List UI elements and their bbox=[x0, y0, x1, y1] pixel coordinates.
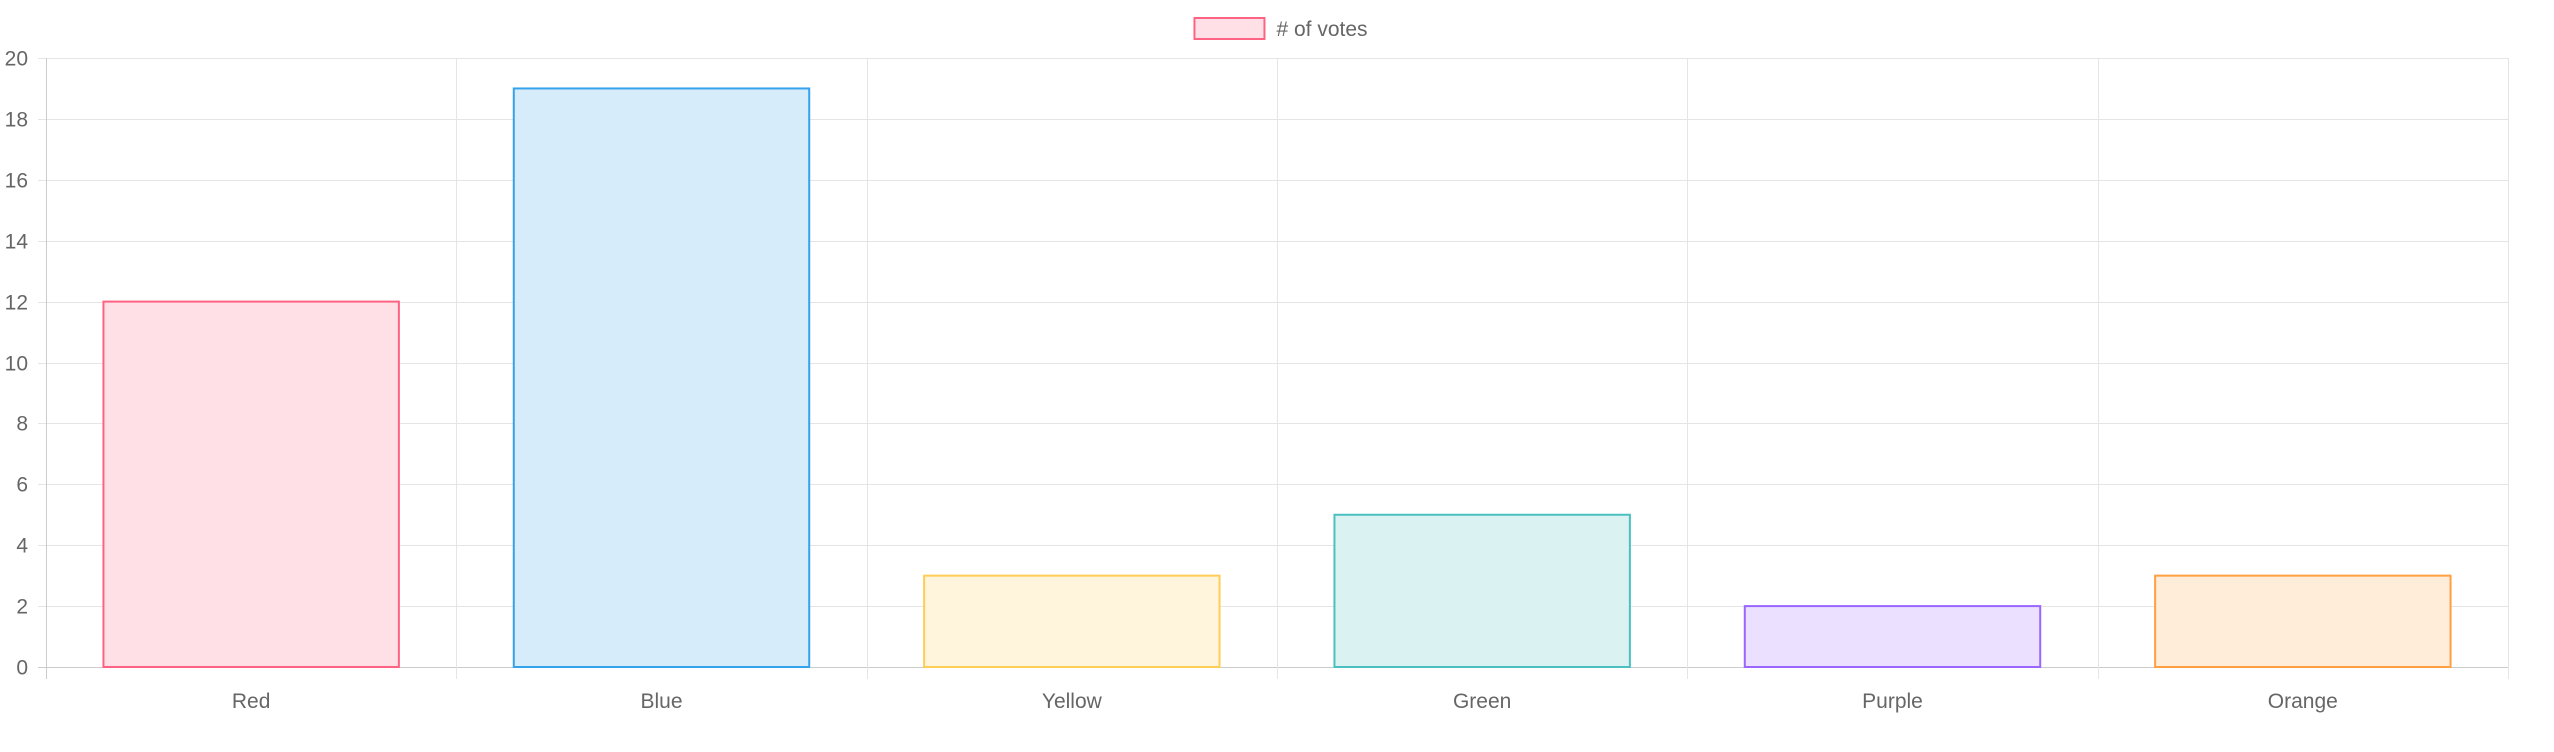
y-tick-label: 6 bbox=[16, 474, 28, 497]
y-tick-label: 14 bbox=[5, 231, 29, 254]
y-tick-label: 12 bbox=[5, 292, 28, 315]
y-tick-label: 4 bbox=[16, 535, 28, 558]
x-tick-label: Green bbox=[1453, 690, 1511, 713]
bars bbox=[102, 87, 2452, 669]
bar-red[interactable] bbox=[102, 300, 400, 668]
x-tick-label: Purple bbox=[1862, 690, 1923, 713]
y-tick-label: 10 bbox=[5, 353, 28, 376]
y-tick-label: 8 bbox=[16, 413, 28, 436]
bar-orange[interactable] bbox=[2154, 574, 2452, 669]
axes: 0 2 4 6 8 10 12 14 16 18 20 Red Blue Yellow Green Purpl… bbox=[5, 48, 2338, 714]
legend-swatch[interactable] bbox=[1193, 17, 1266, 40]
x-tick-label: Blue bbox=[640, 690, 682, 713]
bar-purple[interactable] bbox=[1743, 605, 2042, 668]
grid-lines bbox=[38, 58, 2509, 679]
bar-blue[interactable] bbox=[512, 87, 811, 668]
bar-green[interactable] bbox=[1333, 513, 1631, 668]
bar-yellow[interactable] bbox=[923, 574, 1221, 669]
y-tick-label: 0 bbox=[16, 657, 28, 680]
y-tick-label: 20 bbox=[5, 48, 28, 71]
x-tick-label: Red bbox=[232, 690, 271, 713]
x-tick-label: Yellow bbox=[1042, 690, 1103, 713]
legend-label[interactable]: # of votes bbox=[1276, 18, 1367, 41]
y-tick-label: 16 bbox=[5, 170, 28, 193]
y-tick-label: 2 bbox=[16, 596, 28, 619]
y-tick-label: 18 bbox=[5, 109, 28, 132]
x-tick-label: Orange bbox=[2268, 690, 2338, 713]
legend[interactable]: # of votes bbox=[1193, 17, 1368, 41]
